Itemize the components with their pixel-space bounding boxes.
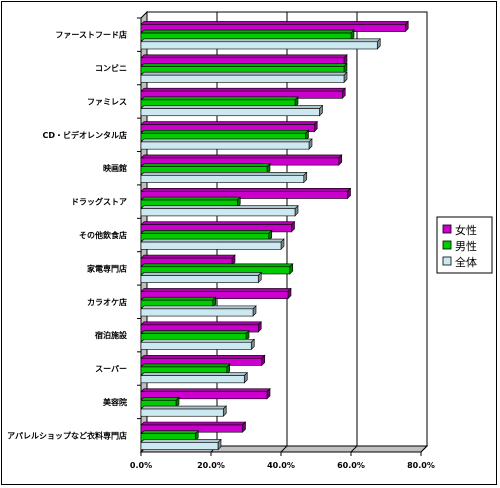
bar	[140, 175, 305, 183]
category-label: ドラッグストア	[71, 197, 127, 207]
x-tick-label: 20.0%	[197, 461, 225, 470]
bar-top	[140, 71, 348, 76]
legend-swatch	[442, 256, 452, 266]
bar-top	[140, 272, 262, 276]
bar	[140, 341, 252, 350]
x-tick-label: 40.0%	[267, 461, 295, 470]
category-label: ファーストフード店	[55, 30, 127, 40]
bar-top	[140, 388, 271, 392]
bar-top	[140, 321, 262, 326]
bar-top	[140, 288, 292, 292]
bar-top	[140, 138, 313, 143]
bar-top	[140, 105, 324, 109]
bar	[140, 141, 310, 150]
bar	[140, 74, 345, 83]
bar	[140, 191, 348, 199]
bar-top	[140, 305, 257, 310]
legend-swatch	[442, 240, 452, 250]
bar-top	[140, 163, 271, 167]
legend-entry: 全体	[455, 255, 477, 269]
bar-top	[140, 54, 348, 59]
bar	[140, 391, 268, 400]
category-label: コンビニ	[95, 63, 127, 73]
bar-top	[140, 421, 247, 426]
bar-top	[140, 38, 381, 43]
legend-entry: 女性	[455, 223, 477, 237]
bar-top	[140, 354, 266, 359]
category-label: 映画館	[103, 163, 127, 173]
bar-top	[140, 63, 348, 67]
x-tick-label: 0.0%	[130, 461, 152, 470]
bar	[140, 308, 254, 317]
bar	[140, 108, 320, 117]
category-label: 家電専門店	[87, 263, 127, 273]
bar-top	[140, 296, 217, 301]
bar-top	[140, 238, 285, 243]
bar-top	[140, 405, 227, 410]
bar-top	[140, 87, 346, 92]
bar-top	[140, 221, 296, 225]
bar-top	[140, 430, 199, 435]
bar-top	[140, 29, 355, 34]
bar-top	[140, 96, 299, 101]
bar-top	[140, 439, 222, 443]
bar	[140, 241, 282, 250]
category-label: 美容院	[103, 397, 127, 407]
category-label: カラオケ店	[87, 297, 127, 307]
bar	[140, 408, 224, 417]
bar-top	[140, 154, 343, 159]
gridline-floor	[280, 445, 288, 453]
category-label: ファミレス	[87, 97, 127, 106]
x-tick-label: 80.0%	[407, 461, 435, 470]
bar-top	[140, 372, 248, 376]
legend-swatch	[442, 224, 452, 234]
bar-top	[140, 338, 255, 343]
gridline-floor	[350, 445, 358, 453]
bar	[140, 208, 296, 217]
bar-top	[140, 397, 180, 401]
bar-top	[140, 121, 318, 125]
legend-entry: 男性	[455, 239, 477, 253]
bar	[140, 41, 378, 50]
category-label: 宿泊施設	[95, 330, 128, 340]
category-label: アパレルショップなど衣料専門店	[7, 430, 127, 440]
gridline-floor	[420, 445, 428, 453]
bar-top	[140, 172, 308, 176]
bar-top	[140, 330, 250, 334]
bar-top	[140, 129, 310, 134]
bar-top	[140, 205, 299, 210]
bar	[140, 275, 259, 283]
bar-top	[140, 196, 241, 201]
bar-top	[140, 230, 273, 234]
bar-top	[140, 188, 352, 192]
bar	[140, 375, 245, 384]
bar	[140, 442, 219, 450]
x-tick-label: 60.0%	[337, 461, 365, 470]
category-label: その他飲食店	[79, 230, 127, 240]
bar-top	[140, 21, 409, 25]
category-label: CD・ビデオレンタル店	[42, 130, 127, 140]
bar-top	[140, 363, 231, 368]
bar-top	[140, 263, 294, 268]
category-label: スーパー	[95, 364, 127, 374]
bar-top	[140, 254, 236, 259]
